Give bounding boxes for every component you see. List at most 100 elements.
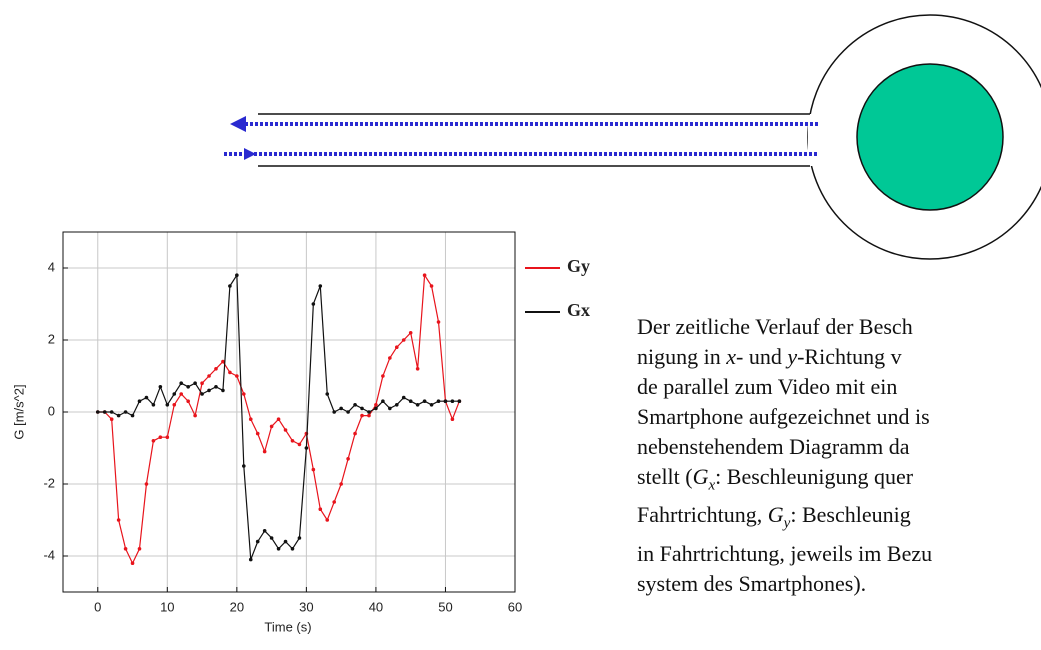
data-point [214,385,218,389]
y-tick-label: 2 [48,331,55,346]
text: Der zeitliche Verlauf der Besch [637,314,913,339]
data-point [158,385,163,389]
inner-circle [856,63,1004,211]
paragraph: Der zeitliche Verlauf der Besch nigung i… [637,312,1041,599]
data-point [311,467,316,472]
data-point [179,392,184,396]
math: G [767,502,784,528]
data-point [137,547,142,551]
data-point [388,356,392,360]
data-point [367,410,371,414]
track-diagram [224,14,1041,260]
text: system des Smartphones). [637,570,867,596]
data-point [374,406,378,411]
text-line: nigung in x- und y-Richtung v [637,342,1041,372]
data-point [339,482,343,486]
x-tick-label: 50 [438,599,452,614]
data-point [248,557,253,562]
data-point [193,381,197,386]
math: G [692,464,709,489]
text-line: Smartphone aufgezeichnet und is [637,402,1041,432]
data-point [429,284,434,288]
data-point [130,413,135,418]
text-line: in Fahrtrichtung, jeweils im Bezu [637,539,1041,569]
data-point [214,367,218,371]
data-point [186,399,190,404]
text-line: Der zeitliche Verlauf der Besch [637,312,1041,342]
legend-label: Gy [567,256,590,276]
data-point [422,399,427,404]
data-point [200,392,204,396]
series-line [97,273,460,560]
data-point [123,410,128,414]
data-point [255,431,260,436]
text-line: nebenstehendem Diagramm da [637,432,1041,462]
data-point [193,413,197,418]
data-point [186,385,190,389]
data-point [360,406,364,411]
text: - und [736,344,788,369]
text: stellt ( [637,464,693,489]
data-point [207,388,211,393]
y-axis-label: G [m/s^2] [11,384,26,439]
data-point [339,406,343,411]
data-point [381,374,385,378]
y-tick-label: -2 [43,475,55,490]
data-point [353,403,357,407]
data-point [276,417,281,422]
data-point [242,392,246,396]
data-point [262,449,267,454]
data-point [283,428,288,432]
text-line: de parallel zum Video mit ein [637,372,1041,402]
data-point [269,536,274,540]
data-point [235,273,239,278]
x-axis-label: Time (s) [264,619,311,634]
data-point [158,435,163,440]
text-line: stellt (Gx: Beschleunigung quer [637,462,1041,500]
data-point [207,374,211,378]
data-point [381,399,385,404]
data-point [165,435,170,440]
data-point [144,395,149,400]
math: x [726,344,736,369]
math-sub: x [708,477,716,494]
data-point [401,395,406,400]
plot-frame [62,231,516,593]
data-point [276,547,281,551]
x-tick-label: 60 [508,599,522,614]
data-point [221,388,225,393]
data-point [297,536,302,540]
data-point [290,439,295,443]
data-point [283,539,288,544]
text: in Fahrtrichtung, jeweils im Bezu [637,540,933,566]
data-point [255,539,260,544]
math: y [787,344,798,369]
text: : Beschleunig [790,502,911,528]
data-point [457,399,462,404]
data-point [408,399,413,404]
data-point [116,518,121,522]
x-tick-label: 0 [94,599,101,614]
data-point [297,442,302,447]
data-point [130,561,135,565]
data-point [242,464,246,468]
data-point [388,406,392,411]
data-point [221,359,225,364]
data-point [116,413,121,418]
data-point [172,403,177,407]
text-line: system des Smartphones). [637,569,1041,599]
data-point [318,284,323,288]
data-point [262,529,267,533]
arrow-head [244,148,256,160]
x-tick-label: 40 [369,599,383,614]
data-point [415,403,420,407]
x-tick-label: 30 [299,599,313,614]
text: -Richtung v [797,344,902,369]
data-point [151,439,156,443]
legend-label: Gx [567,300,590,320]
x-tick-label: 10 [160,599,174,614]
data-point [235,374,239,378]
data-point [311,302,316,306]
data-point [332,500,337,504]
